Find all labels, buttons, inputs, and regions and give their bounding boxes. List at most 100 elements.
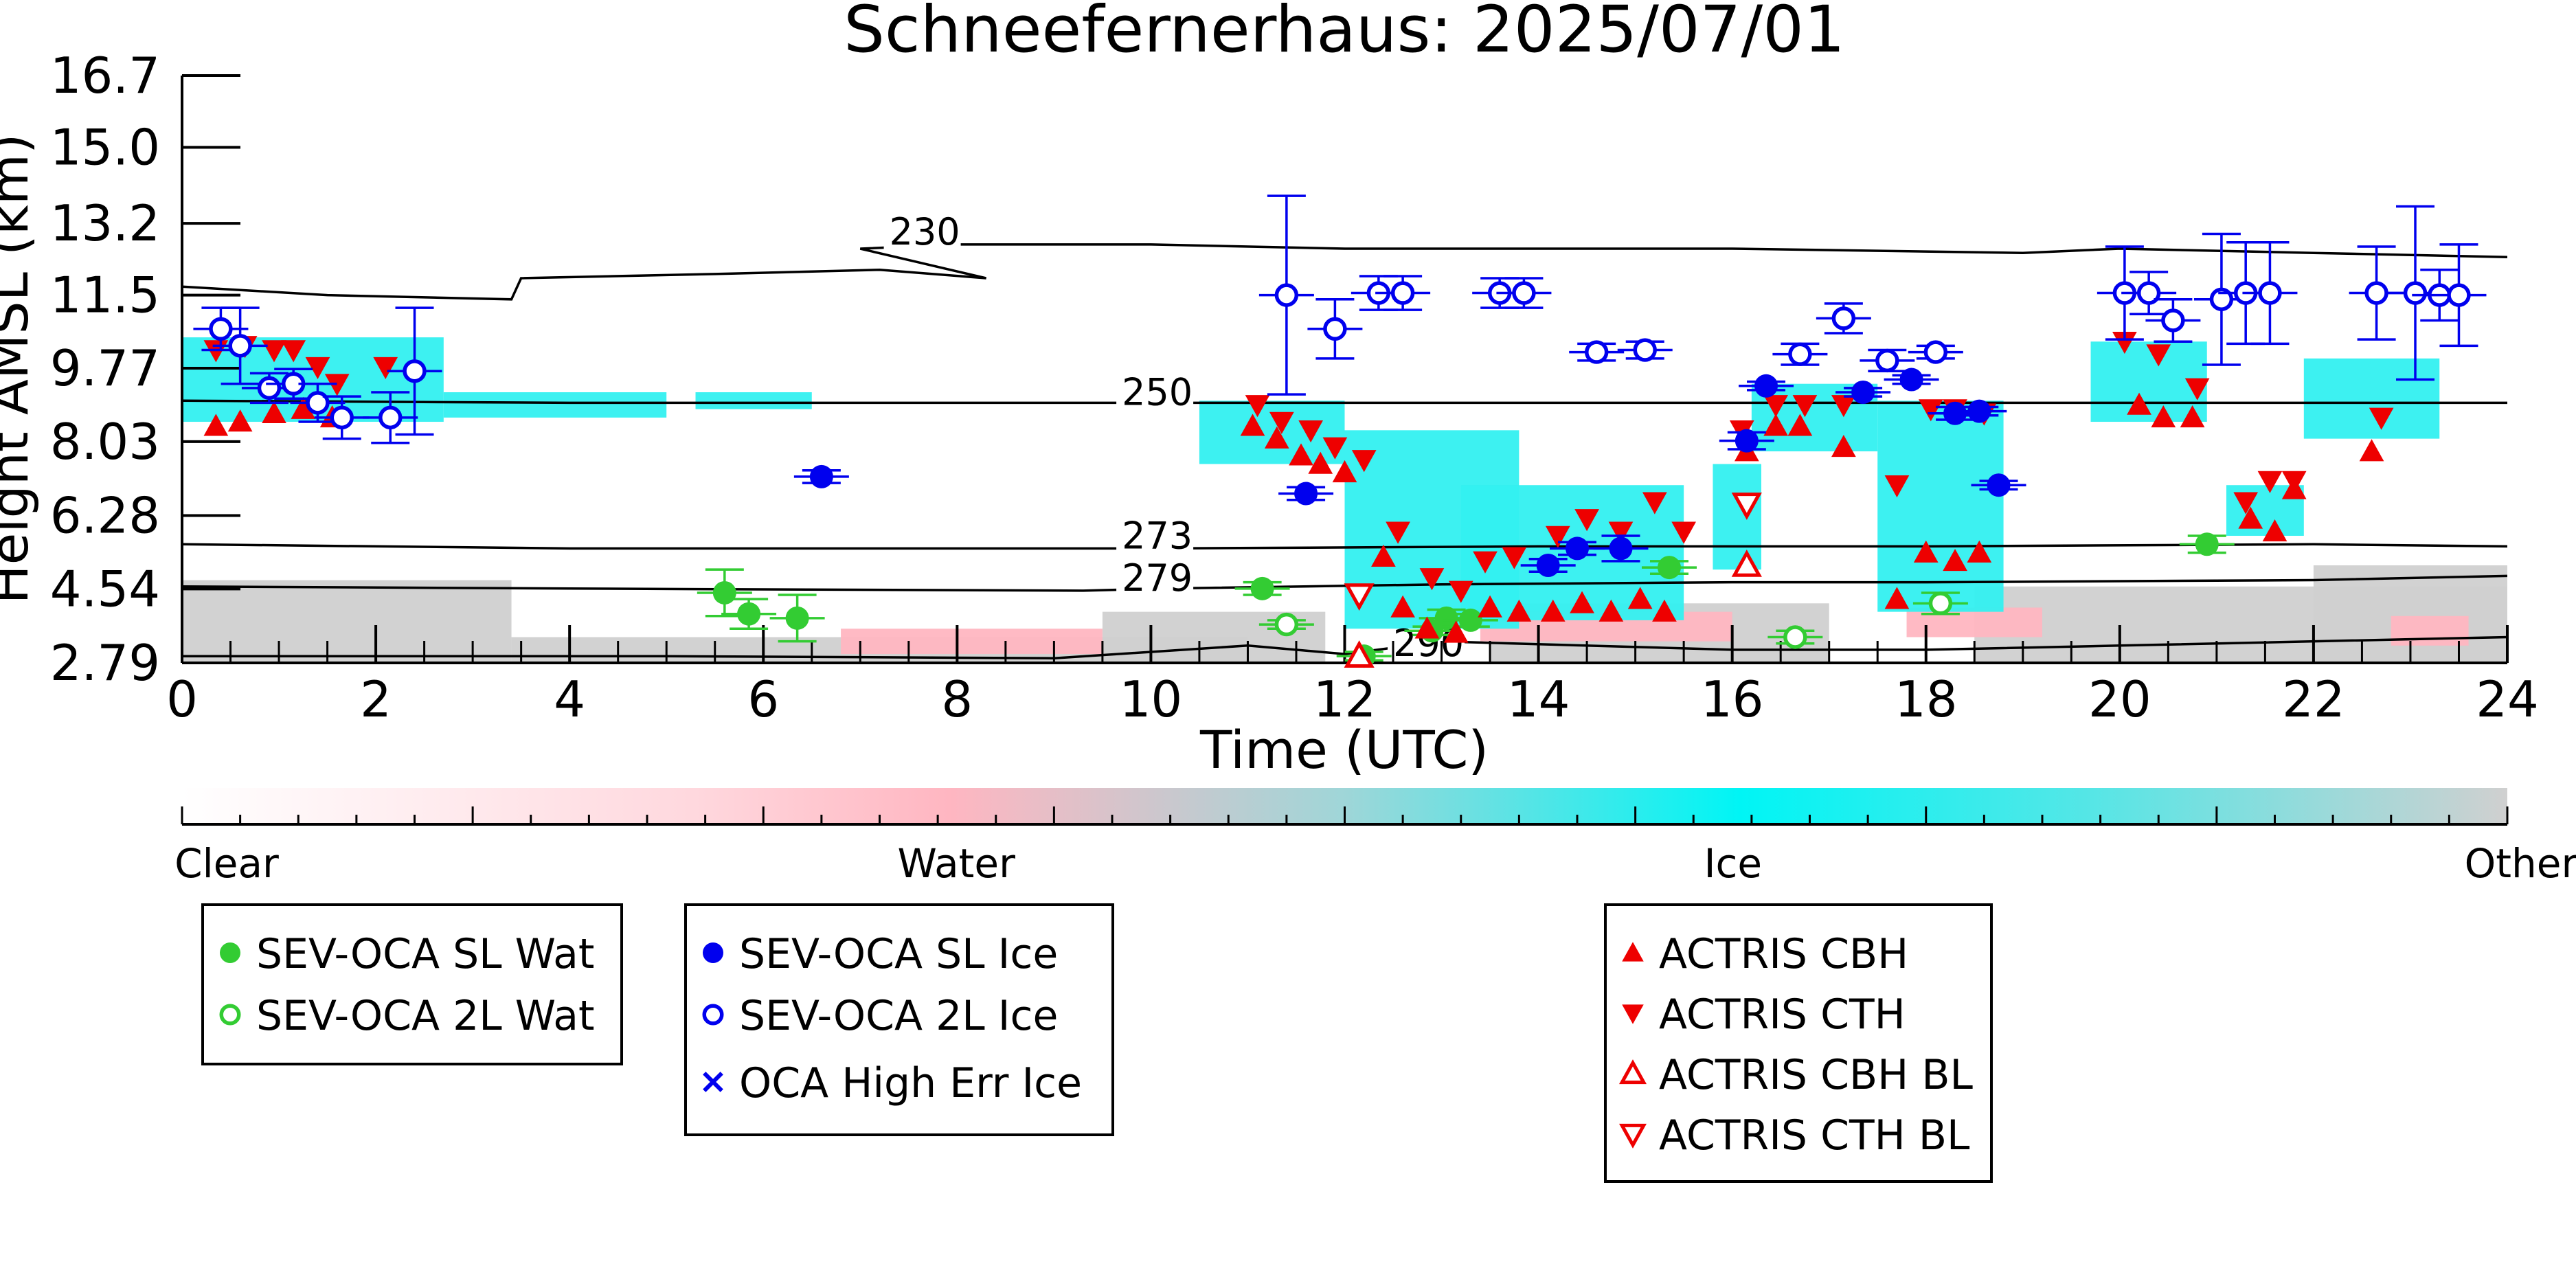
data-point [2281, 471, 2307, 493]
contour-label-background [1116, 379, 1194, 414]
data-point [203, 414, 229, 436]
data-point [1473, 551, 1498, 574]
colorbar-label-water: Water [897, 840, 1015, 887]
contour-label-230: 230 [890, 210, 960, 253]
legend-box-2: SEV-OCA SL Ice SEV-OCA 2L Ice OCA High Err… [684, 903, 1114, 1136]
data-point [1608, 521, 1634, 544]
contour-label-background [1116, 564, 1194, 599]
data-point [281, 340, 306, 363]
data-point [1536, 554, 1560, 578]
colorbar-label-ice: Ice [1704, 840, 1762, 887]
ice-region [1713, 464, 1761, 570]
data-point [1245, 395, 1270, 418]
data-point [1506, 599, 1532, 622]
y-tick-label: 2.79 [50, 634, 160, 692]
legend-frame [684, 903, 1114, 1136]
data-point [1294, 482, 1318, 506]
data-point [1831, 306, 1856, 330]
contour-label-250: 250 [1122, 370, 1193, 414]
data-point [1443, 620, 1469, 643]
data-point [2161, 308, 2185, 332]
contour-line-279 [182, 574, 2507, 592]
data-point [785, 606, 809, 630]
data-point [1448, 580, 1473, 603]
data-point [2262, 519, 2287, 542]
legend-marker [1619, 1059, 1647, 1085]
ice-region [443, 392, 667, 418]
legend-frame [1604, 903, 1993, 1183]
cloud-phase-field [182, 337, 2507, 663]
data-point [1566, 536, 1589, 561]
data-point [1731, 493, 1762, 520]
colorbar-label-other: Other [2465, 840, 2576, 887]
data-point [809, 464, 833, 488]
data-point [209, 317, 233, 341]
data-point [1264, 426, 1289, 449]
contour-label-background [883, 218, 961, 253]
data-point [1642, 492, 1667, 515]
data-point [1274, 612, 1299, 637]
data-point [2184, 378, 2210, 400]
data-point [1884, 475, 1910, 498]
data-point [1308, 451, 1333, 474]
data-point [1322, 437, 1348, 460]
data-point [1390, 281, 1415, 305]
data-point [1351, 450, 1377, 473]
ice-region [1877, 400, 2004, 612]
data-point [1788, 342, 1812, 366]
data-point [257, 376, 282, 400]
data-point [1763, 414, 1788, 436]
data-point [1574, 509, 1599, 532]
data-point [2136, 281, 2161, 305]
data-point [2112, 331, 2137, 354]
legend-marker [1619, 1123, 1647, 1149]
x-tick-label: 6 [747, 670, 779, 728]
plot-markers [193, 194, 2487, 668]
data-point [1899, 368, 1923, 392]
series-actris-cth-bl [1344, 493, 1762, 611]
data-point [1763, 395, 1788, 418]
x-tick-label: 12 [1313, 670, 1377, 728]
data-point [1884, 587, 1910, 609]
data-point [1657, 556, 1681, 580]
data-point [1792, 395, 1818, 418]
data-point [2257, 471, 2283, 493]
data-point [2369, 407, 2394, 430]
x-tick-label: 8 [941, 670, 973, 728]
data-point [1344, 583, 1375, 611]
legend-item-actris-cbh: ACTRIS CBH [1622, 930, 1908, 978]
data-point [1570, 591, 1594, 613]
data-point [1633, 338, 1657, 362]
data-point [324, 374, 350, 396]
data-point [1831, 435, 1856, 457]
data-point [228, 334, 252, 358]
data-point [291, 396, 316, 419]
data-point [1344, 640, 1375, 668]
data-point [1787, 414, 1813, 436]
legend-label: ACTRIS CBH BL [1659, 1051, 1973, 1099]
legend-item-actris-cbh-bl: ACTRIS CBH BL [1619, 1051, 1973, 1099]
series-actris-cth [203, 331, 2394, 603]
data-point [1458, 608, 1482, 632]
ice-region [695, 392, 812, 409]
data-point [1609, 536, 1633, 561]
data-point [2209, 287, 2234, 311]
legend-label: ACTRIS CBH [1659, 930, 1908, 978]
data-point [2127, 392, 2151, 415]
legend-marker [1622, 942, 1644, 962]
data-point [227, 409, 253, 432]
series-sev-oca-2l-wat [1258, 591, 1968, 649]
data-point [1240, 414, 1265, 436]
chart-title: Schneefernerhaus: 2025/07/01 [844, 0, 1845, 67]
legend-item-sev-oca-2l-ice: SEV-OCA 2L Ice [702, 992, 1058, 1040]
y-tick-label: 9.77 [50, 339, 160, 397]
data-point [1987, 473, 2011, 497]
data-point [1250, 576, 1274, 600]
data-point [737, 602, 761, 626]
data-point [1419, 568, 1445, 591]
x-tick-label: 2 [360, 670, 392, 728]
other-region [182, 580, 512, 663]
